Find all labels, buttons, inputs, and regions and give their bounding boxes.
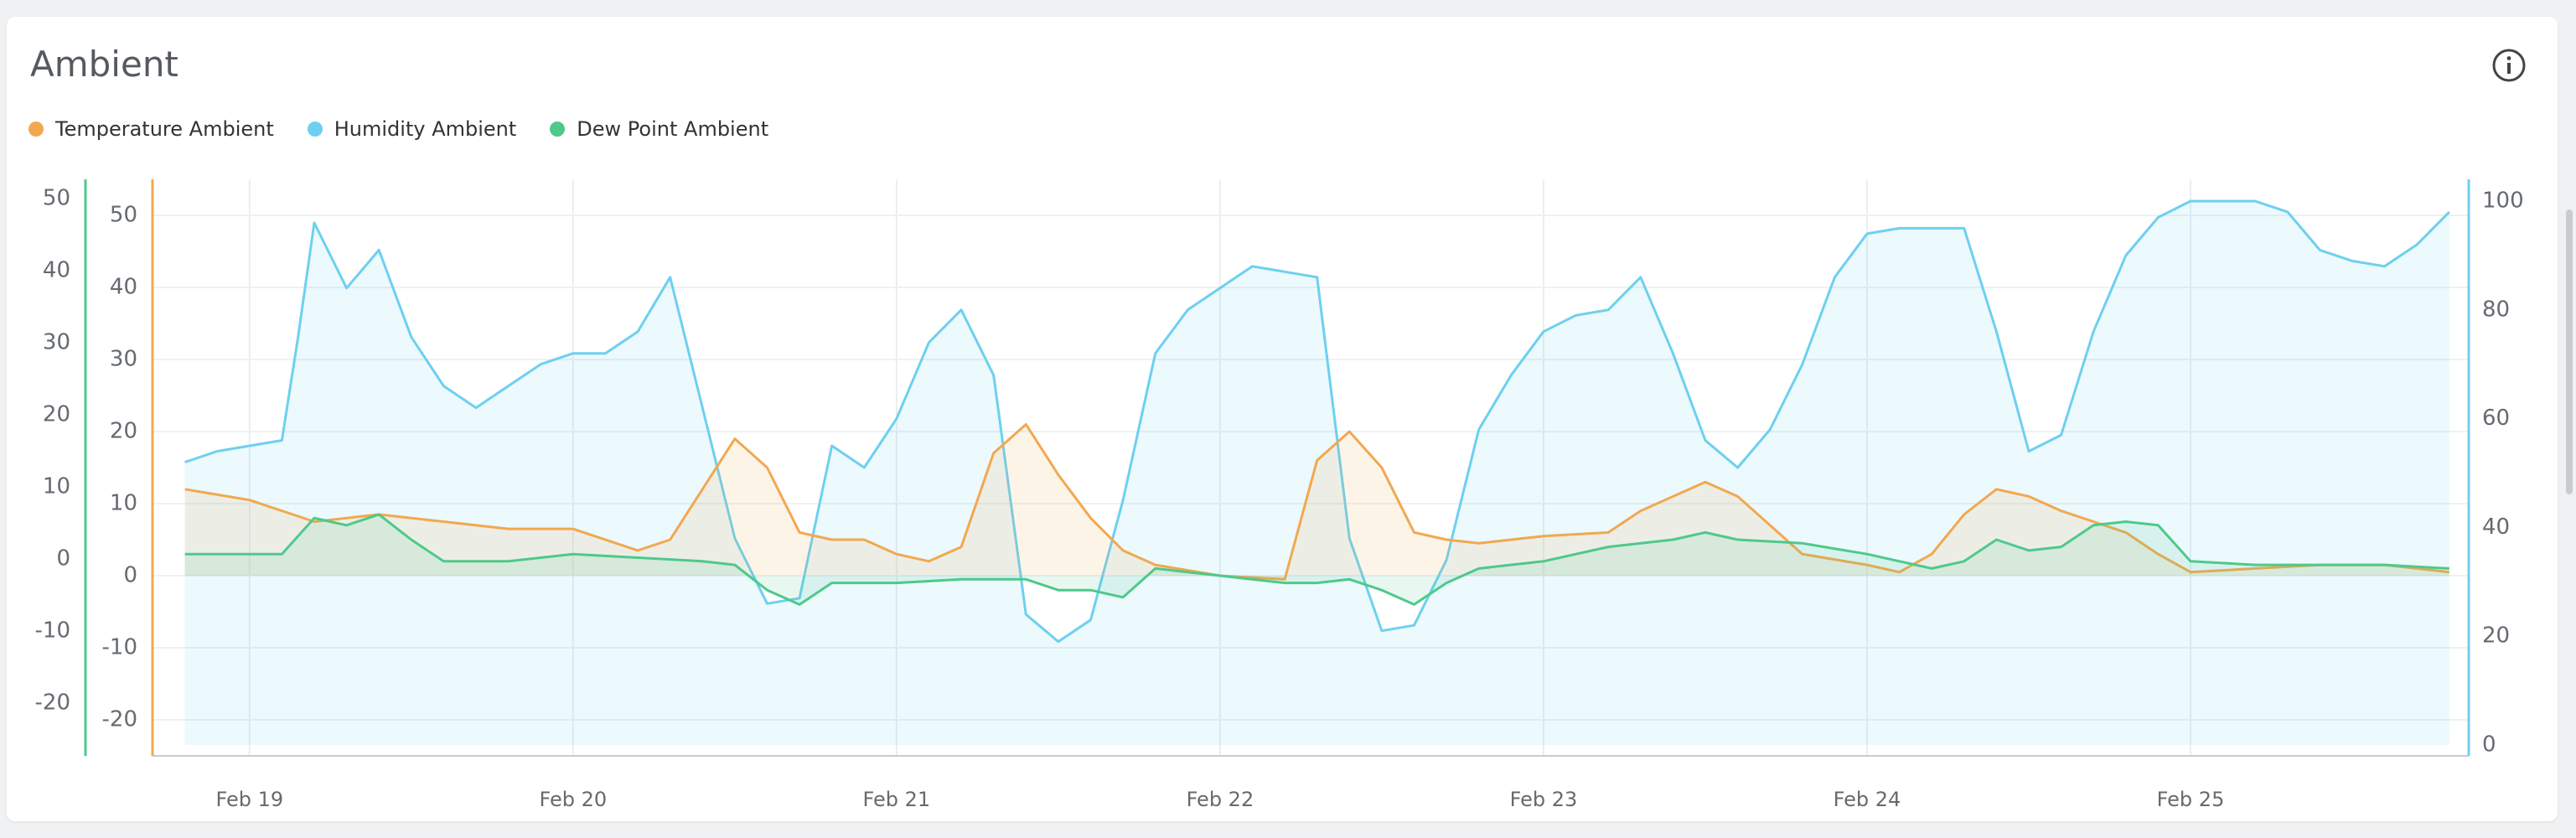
x-tick-label: Feb 25 bbox=[2157, 788, 2225, 811]
x-tick-label: Feb 21 bbox=[863, 788, 931, 811]
y-tick-label-right: 60 bbox=[2482, 406, 2510, 431]
series-area-dew-point-ambient bbox=[184, 514, 2449, 605]
y-tick-label-inner: -20 bbox=[102, 707, 137, 732]
y-tick-label-inner: 40 bbox=[110, 275, 137, 300]
card-title: Ambient bbox=[30, 44, 178, 85]
legend-dot-dew-point bbox=[550, 122, 566, 137]
y-tick-label-right: 20 bbox=[2482, 623, 2510, 649]
legend-item-humidity[interactable]: Humidity Ambient bbox=[307, 117, 517, 141]
series-line-dew-point-ambient bbox=[184, 513, 2449, 606]
y-tick-label-outer: 50 bbox=[43, 186, 70, 211]
x-tick-label: Feb 23 bbox=[1510, 788, 1578, 811]
y-tick-label-inner: 10 bbox=[110, 491, 137, 516]
y-tick-label-inner: 20 bbox=[110, 419, 137, 444]
y-tick-label-right: 40 bbox=[2482, 515, 2510, 540]
series-area-humidity-ambient bbox=[184, 201, 2449, 745]
y-tick-label-inner: 50 bbox=[110, 203, 137, 228]
y-tick-label-outer: 30 bbox=[43, 330, 70, 355]
series-line-temperature-ambient bbox=[184, 422, 2449, 581]
legend-dot-humidity bbox=[307, 122, 323, 137]
y-tick-label-outer: 20 bbox=[43, 402, 70, 427]
y-tick-label-inner: -10 bbox=[102, 635, 137, 660]
y-tick-label-inner: 0 bbox=[123, 563, 137, 588]
x-tick-label: Feb 20 bbox=[540, 788, 608, 811]
legend-item-temperature[interactable]: Temperature Ambient bbox=[28, 117, 274, 141]
ambient-card bbox=[7, 17, 2558, 821]
chart-legend: Temperature Ambient Humidity Ambient Dew… bbox=[28, 117, 768, 141]
series-line-humidity-ambient bbox=[184, 199, 2450, 644]
scrollbar-thumb[interactable] bbox=[2566, 210, 2573, 494]
info-circle-icon[interactable] bbox=[2491, 47, 2527, 84]
legend-item-dew-point[interactable]: Dew Point Ambient bbox=[550, 117, 768, 141]
x-tick-label: Feb 19 bbox=[215, 788, 283, 811]
y-tick-label-outer: 0 bbox=[56, 546, 70, 572]
legend-label-humidity: Humidity Ambient bbox=[334, 117, 517, 141]
y-tick-label-outer: -10 bbox=[35, 618, 70, 644]
series-area-temperature-ambient bbox=[184, 424, 2449, 580]
y-tick-label-right: 80 bbox=[2482, 297, 2510, 322]
y-tick-label-right: 0 bbox=[2482, 732, 2496, 758]
legend-dot-temperature bbox=[28, 122, 44, 137]
y-tick-label-inner: 30 bbox=[110, 347, 137, 372]
y-tick-label-right: 100 bbox=[2482, 188, 2524, 213]
top-strip bbox=[0, 0, 2576, 10]
y-tick-label-outer: -20 bbox=[35, 691, 70, 716]
legend-label-dew-point: Dew Point Ambient bbox=[577, 117, 769, 141]
legend-label-temperature: Temperature Ambient bbox=[55, 117, 274, 141]
x-tick-label: Feb 24 bbox=[1834, 788, 1901, 811]
y-tick-label-outer: 40 bbox=[43, 258, 70, 283]
y-tick-label-outer: 10 bbox=[43, 474, 70, 499]
x-tick-label: Feb 22 bbox=[1187, 788, 1254, 811]
